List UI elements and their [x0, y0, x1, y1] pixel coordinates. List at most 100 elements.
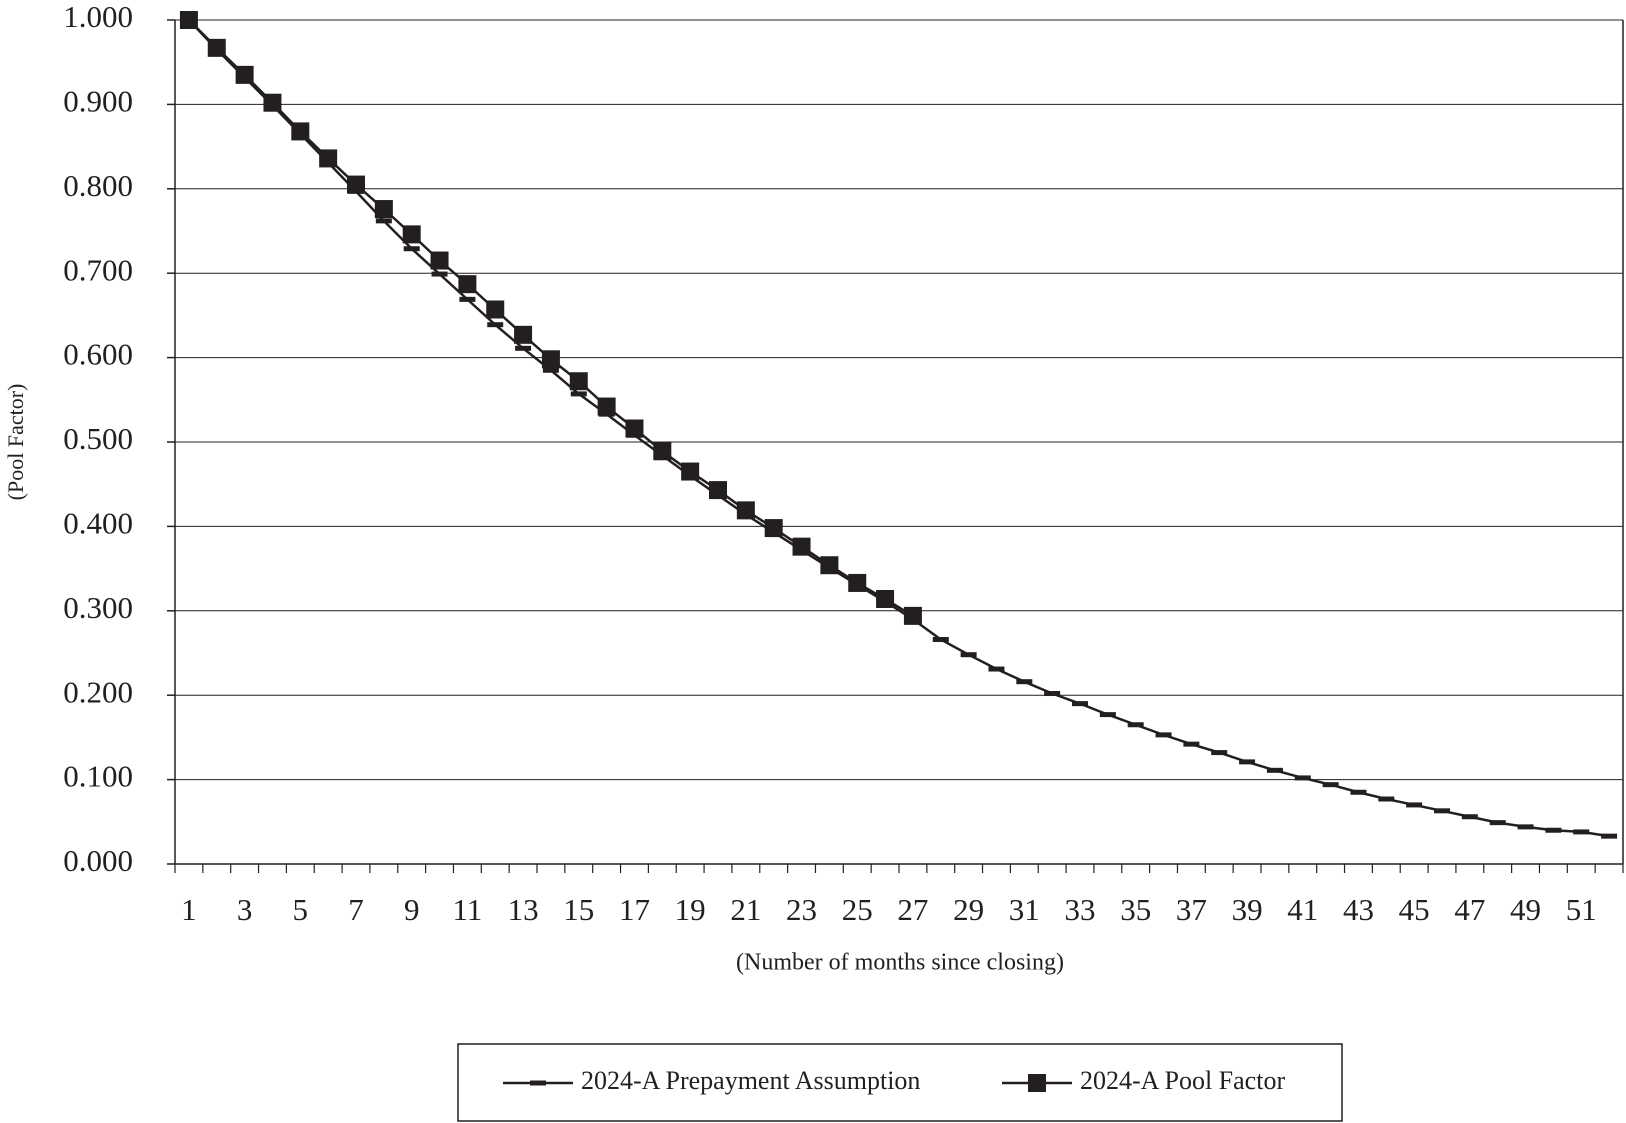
- dash-marker: [1350, 789, 1367, 795]
- x-tick-label: 47: [1454, 892, 1485, 927]
- square-marker: [792, 537, 811, 556]
- dash-marker: [542, 367, 559, 373]
- y-tick-label: 0.900: [63, 84, 133, 119]
- x-tick-label: 3: [237, 892, 253, 927]
- x-tick-label: 45: [1399, 892, 1430, 927]
- x-tick-label: 7: [348, 892, 364, 927]
- dash-marker: [1322, 782, 1339, 788]
- x-tick-label: 37: [1176, 892, 1207, 927]
- legend-label: 2024-A Prepayment Assumption: [581, 1066, 920, 1095]
- dash-marker: [1573, 829, 1590, 835]
- square-marker: [848, 573, 867, 592]
- square-marker: [374, 200, 393, 219]
- x-tick-label: 35: [1120, 892, 1151, 927]
- dash-marker: [932, 636, 949, 642]
- y-tick-label: 1.000: [63, 0, 133, 34]
- dash-marker: [1099, 712, 1116, 718]
- x-tick-label: 23: [786, 892, 817, 927]
- square-marker: [486, 300, 505, 319]
- x-axis-title: (Number of months since closing): [736, 950, 1064, 976]
- square-marker: [764, 519, 783, 538]
- y-axis-title: (Pool Factor): [3, 384, 28, 501]
- dash-marker: [1517, 824, 1534, 830]
- square-marker: [402, 225, 421, 244]
- dash-marker: [403, 246, 420, 252]
- y-tick-label: 0.100: [63, 759, 133, 794]
- dash-marker: [960, 652, 977, 658]
- y-tick-label: 0.200: [63, 674, 133, 709]
- x-tick-label: 13: [508, 892, 539, 927]
- square-marker: [347, 175, 365, 194]
- dash-marker: [1072, 701, 1088, 707]
- x-tick-label: 5: [293, 892, 309, 927]
- square-marker: [903, 606, 922, 625]
- dash-marker: [1434, 808, 1450, 814]
- x-tick-label: 17: [619, 892, 650, 927]
- dash-marker: [1461, 814, 1478, 820]
- x-tick-label: 43: [1343, 892, 1374, 927]
- x-tick-label: 49: [1510, 892, 1541, 927]
- dash-marker: [1406, 802, 1423, 808]
- dash-marker: [375, 218, 392, 224]
- dash-marker: [1016, 679, 1033, 685]
- dash-marker: [1211, 750, 1228, 756]
- legend-label: 2024-A Pool Factor: [1080, 1066, 1285, 1095]
- square-marker: [207, 38, 226, 57]
- legend-box: [457, 1043, 1343, 1122]
- x-tick-label: 15: [563, 892, 594, 927]
- square-marker: [597, 397, 616, 416]
- x-tick-label: 51: [1566, 892, 1597, 927]
- x-tick-label: 25: [842, 892, 873, 927]
- y-tick-label: 0.300: [63, 590, 133, 625]
- square-marker: [514, 325, 533, 344]
- square-marker: [653, 442, 672, 461]
- dash-marker: [988, 666, 1005, 672]
- square-marker: [1028, 1074, 1046, 1092]
- square-marker: [569, 372, 588, 391]
- dash-marker: [487, 322, 504, 328]
- dash-marker: [1155, 732, 1172, 738]
- x-tick-label: 27: [897, 892, 928, 927]
- square-marker: [458, 275, 477, 294]
- y-tick-label: 0.700: [63, 252, 133, 287]
- x-tick-label: 31: [1009, 892, 1040, 927]
- x-tick-label: 19: [675, 892, 706, 927]
- y-tick-label: 0.400: [63, 506, 133, 541]
- square-marker: [736, 501, 755, 520]
- x-tick-label: 21: [730, 892, 761, 927]
- x-tick-label: 9: [404, 892, 420, 927]
- y-tick-label: 0.600: [63, 337, 133, 372]
- x-tick-label: 29: [953, 892, 984, 927]
- dash-marker: [1601, 833, 1618, 839]
- dash-marker: [1294, 775, 1311, 781]
- dash-marker: [1489, 820, 1506, 826]
- dash-marker: [459, 296, 476, 302]
- square-marker: [263, 93, 282, 112]
- square-marker: [709, 481, 727, 500]
- x-tick-label: 11: [452, 892, 482, 927]
- dash-marker: [431, 271, 448, 277]
- square-marker: [430, 251, 449, 270]
- dash-marker: [570, 391, 587, 397]
- dash-marker: [1127, 722, 1144, 728]
- dash-marker: [1378, 796, 1395, 802]
- dash-marker: [1545, 827, 1562, 833]
- square-marker: [179, 11, 198, 29]
- square-marker: [625, 419, 644, 438]
- y-tick-label: 0.800: [63, 168, 133, 203]
- x-tick-label: 39: [1232, 892, 1263, 927]
- y-tick-label: 0.500: [63, 421, 133, 456]
- dash-marker: [1044, 691, 1061, 697]
- dash-marker: [530, 1080, 546, 1086]
- square-marker: [319, 149, 338, 168]
- x-tick-label: 33: [1065, 892, 1096, 927]
- dash-marker: [1266, 767, 1283, 773]
- x-tick-label: 1: [181, 892, 197, 927]
- square-marker: [820, 556, 839, 575]
- square-marker: [291, 122, 310, 141]
- square-marker: [235, 65, 254, 84]
- x-tick-label: 41: [1287, 892, 1318, 927]
- dash-marker: [515, 345, 532, 351]
- series-line: [188, 19, 1610, 838]
